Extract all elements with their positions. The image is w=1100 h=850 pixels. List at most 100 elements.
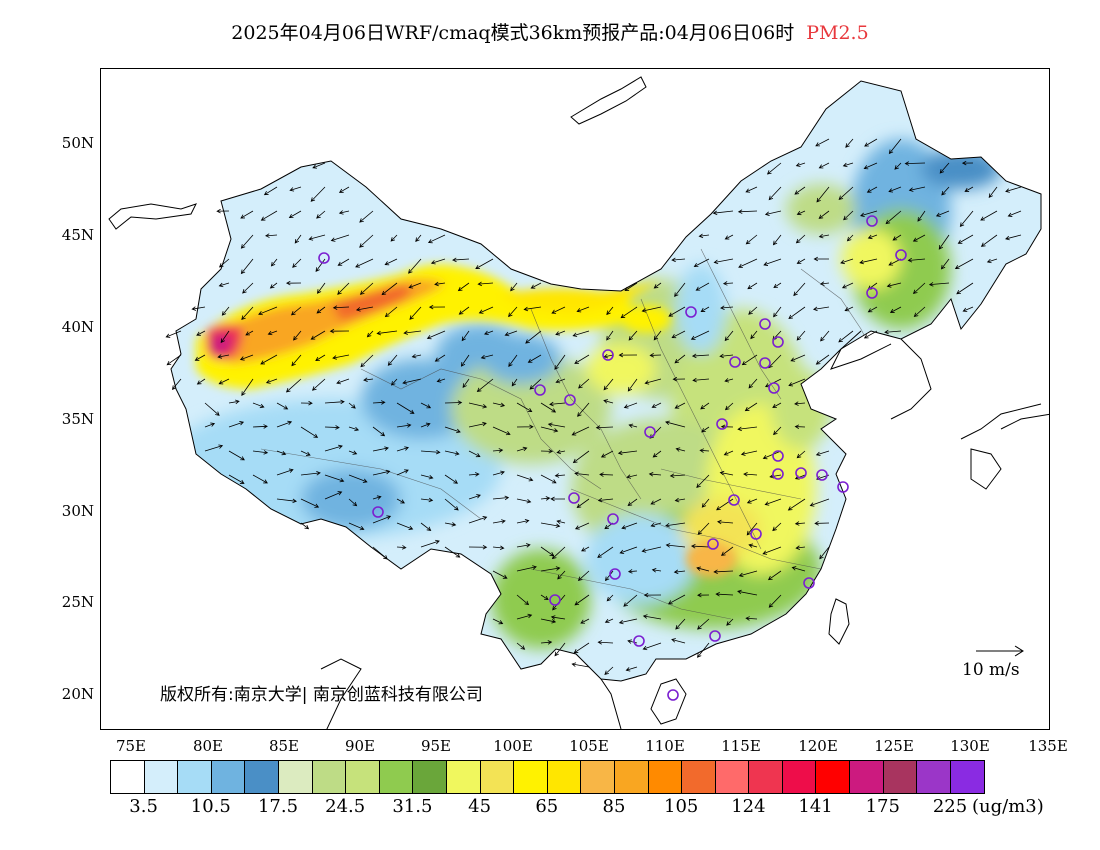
colorbar-swatch: [782, 761, 817, 793]
wind-arrow: [387, 354, 398, 366]
wind-arrow: [290, 306, 302, 316]
wind-arrow: [516, 518, 530, 524]
wind-arrow: [762, 546, 782, 555]
lon-label: 110E: [645, 737, 685, 755]
wind-arrow: [574, 354, 590, 364]
wind-arrow: [641, 306, 662, 313]
wind-arrow: [724, 234, 734, 240]
wind-arrow: [845, 138, 854, 148]
colorbar-swatch: [312, 761, 347, 793]
wind-arrow: [348, 474, 368, 483]
wind-arrow: [886, 282, 902, 288]
wind-arrow: [1007, 210, 1022, 217]
lon-label: 120E: [798, 737, 838, 755]
wind-arrow: [649, 353, 662, 358]
wind-arrow: [599, 472, 614, 477]
city-station-marker: [759, 357, 771, 369]
wind-arrow: [430, 258, 446, 265]
wind-arrow: [396, 469, 409, 476]
pm25-map: [108, 76, 1049, 729]
wind-arrow: [372, 546, 388, 560]
lat-label: 40N: [61, 318, 94, 336]
wind-arrow: [554, 642, 566, 657]
wind-arrow: [359, 234, 374, 248]
wind-arrow: [252, 450, 269, 455]
wind-arrow: [863, 330, 878, 339]
wind-arrow: [291, 354, 302, 367]
wind-arrow: [241, 306, 254, 321]
wind-arrow: [337, 258, 350, 266]
city-station-marker: [549, 594, 561, 606]
wind-arrow: [240, 210, 254, 219]
colorbar-swatch: [413, 761, 447, 793]
wind-arrow: [860, 210, 878, 217]
wind-arrow: [650, 498, 662, 505]
wind-arrow: [332, 354, 350, 360]
wind-arrow: [516, 474, 534, 482]
wind-arrow: [315, 258, 326, 272]
lon-label: 75E: [115, 737, 147, 755]
wind-arrow: [624, 282, 638, 292]
wind-arrow: [523, 306, 542, 312]
wind-arrow: [764, 498, 782, 506]
colorbar-swatch: [379, 761, 414, 793]
city-station-marker: [607, 513, 619, 525]
wind-arrow: [863, 162, 878, 170]
wind-arrow: [540, 522, 561, 528]
lon-label: 100E: [493, 737, 533, 755]
wind-arrow: [673, 569, 686, 575]
colorbar-tick-label: 31.5: [392, 796, 433, 817]
wind-arrow: [348, 402, 356, 409]
wind-arrow: [643, 592, 662, 598]
city-station-marker: [644, 426, 656, 438]
city-station-marker: [816, 469, 828, 481]
wind-arrow: [618, 618, 638, 625]
wind-arrow: [240, 234, 254, 249]
wind-arrow: [576, 498, 590, 508]
wind-arrow: [788, 378, 806, 387]
wind-arrow: [693, 258, 710, 268]
wind-arrow: [540, 566, 561, 572]
wind-arrow: [674, 282, 686, 298]
wind-arrow: [252, 402, 265, 409]
wind-arrow: [348, 426, 360, 432]
wind-arrow: [772, 234, 782, 246]
city-station-marker: [568, 492, 580, 504]
wind-arrow: [580, 618, 590, 624]
wind-arrow: [409, 306, 422, 320]
wind-arrow: [508, 306, 518, 318]
wind-arrow: [516, 565, 537, 572]
wind-arrow: [1005, 234, 1022, 241]
wind-arrow: [300, 470, 321, 476]
wind-arrow: [939, 162, 950, 174]
lon-label: 135E: [1028, 737, 1068, 755]
wind-arrow: [697, 592, 710, 598]
wind-arrow: [218, 282, 230, 288]
wind-arrow: [675, 618, 686, 630]
wind-arrow: [796, 258, 806, 264]
wind-arrow: [724, 330, 734, 342]
wind-arrow: [218, 378, 230, 385]
wind-arrow: [748, 378, 758, 389]
wind-arrow: [814, 521, 830, 526]
wind-arrow: [468, 402, 488, 409]
wind-arrow: [220, 330, 230, 344]
wind-arrow: [606, 306, 614, 316]
wind-arrow: [600, 450, 614, 458]
wind-arrow: [420, 449, 441, 455]
wind-arrow: [623, 402, 638, 409]
wind-arrow: [651, 567, 662, 573]
wind-arrow: [671, 330, 686, 339]
wind-arrow: [715, 591, 734, 597]
wind-arrow: [738, 258, 758, 268]
wind-arrow: [420, 539, 440, 548]
wind-arrow: [621, 522, 638, 530]
wind-arrow: [516, 498, 532, 504]
wind-arrow: [819, 546, 830, 560]
wind-arrow: [372, 446, 389, 452]
wind-arrow: [935, 210, 950, 217]
wind-arrow: [716, 498, 734, 511]
wind-arrow: [691, 353, 710, 359]
wind-arrow: [603, 378, 614, 391]
wind-arrow: [737, 209, 758, 214]
